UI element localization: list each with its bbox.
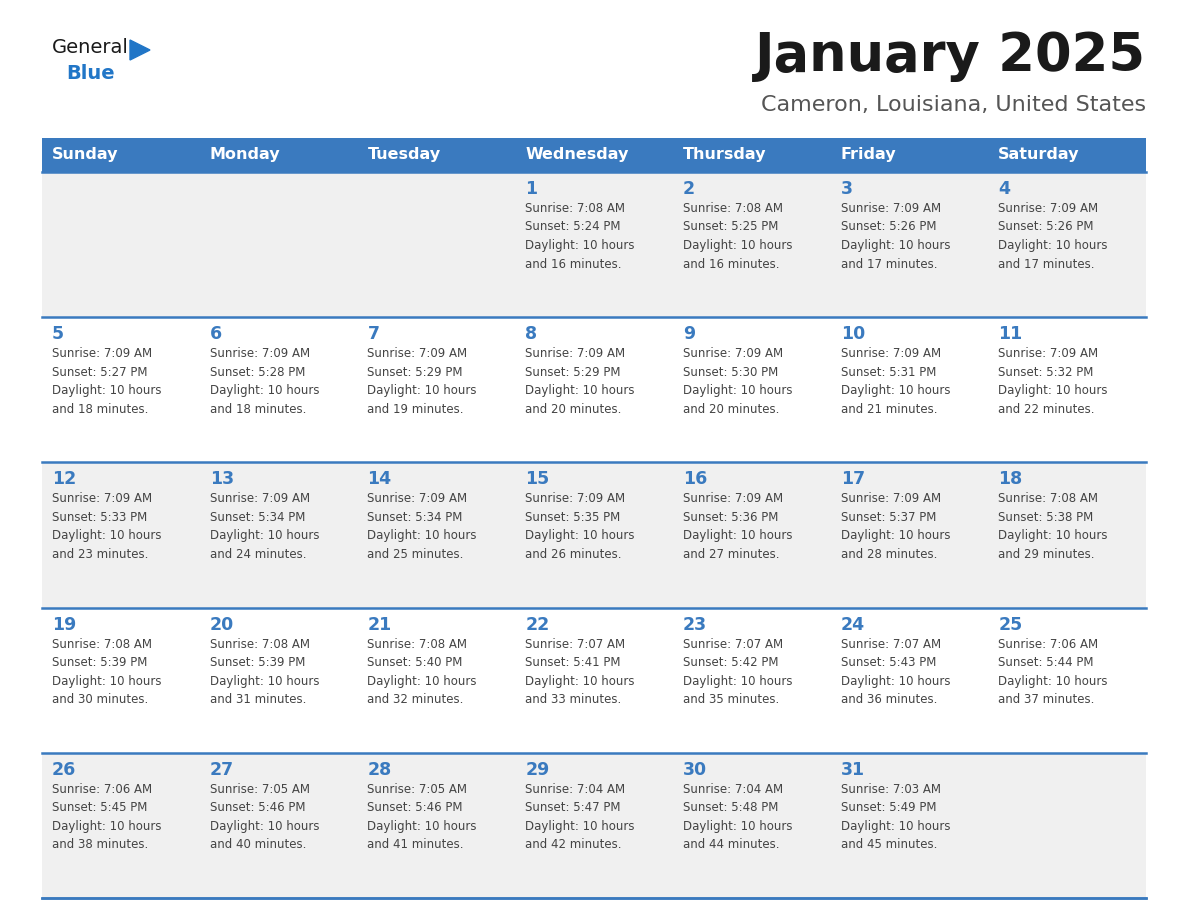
Bar [42, 753, 1146, 898]
Text: 8: 8 [525, 325, 537, 343]
Text: 26: 26 [52, 761, 76, 778]
Text: 21: 21 [367, 616, 392, 633]
Text: 27: 27 [210, 761, 234, 778]
Bar [42, 172, 1146, 318]
Text: Wednesday: Wednesday [525, 148, 628, 162]
Text: Sunrise: 7:09 AM
Sunset: 5:26 PM
Daylight: 10 hours
and 17 minutes.: Sunrise: 7:09 AM Sunset: 5:26 PM Dayligh… [998, 202, 1107, 271]
Text: 11: 11 [998, 325, 1023, 343]
Text: Friday: Friday [841, 148, 896, 162]
Text: Thursday: Thursday [683, 148, 766, 162]
Text: Saturday: Saturday [998, 148, 1080, 162]
Text: 10: 10 [841, 325, 865, 343]
Text: Sunrise: 7:04 AM
Sunset: 5:48 PM
Daylight: 10 hours
and 44 minutes.: Sunrise: 7:04 AM Sunset: 5:48 PM Dayligh… [683, 783, 792, 851]
Bar [42, 608, 1146, 753]
Text: 6: 6 [210, 325, 222, 343]
Text: 17: 17 [841, 470, 865, 488]
Text: Sunrise: 7:09 AM
Sunset: 5:29 PM
Daylight: 10 hours
and 20 minutes.: Sunrise: 7:09 AM Sunset: 5:29 PM Dayligh… [525, 347, 634, 416]
Text: Sunrise: 7:08 AM
Sunset: 5:40 PM
Daylight: 10 hours
and 32 minutes.: Sunrise: 7:08 AM Sunset: 5:40 PM Dayligh… [367, 638, 476, 706]
Text: 16: 16 [683, 470, 707, 488]
Text: 4: 4 [998, 180, 1010, 198]
Text: 2: 2 [683, 180, 695, 198]
Bar [42, 138, 200, 172]
Text: Sunrise: 7:07 AM
Sunset: 5:41 PM
Daylight: 10 hours
and 33 minutes.: Sunrise: 7:07 AM Sunset: 5:41 PM Dayligh… [525, 638, 634, 706]
Text: Sunrise: 7:08 AM
Sunset: 5:24 PM
Daylight: 10 hours
and 16 minutes.: Sunrise: 7:08 AM Sunset: 5:24 PM Dayligh… [525, 202, 634, 271]
Text: Sunrise: 7:08 AM
Sunset: 5:39 PM
Daylight: 10 hours
and 31 minutes.: Sunrise: 7:08 AM Sunset: 5:39 PM Dayligh… [210, 638, 320, 706]
Text: Sunrise: 7:04 AM
Sunset: 5:47 PM
Daylight: 10 hours
and 42 minutes.: Sunrise: 7:04 AM Sunset: 5:47 PM Dayligh… [525, 783, 634, 851]
Text: Sunrise: 7:08 AM
Sunset: 5:38 PM
Daylight: 10 hours
and 29 minutes.: Sunrise: 7:08 AM Sunset: 5:38 PM Dayligh… [998, 492, 1107, 561]
Text: January 2025: January 2025 [756, 30, 1146, 82]
Text: Sunrise: 7:09 AM
Sunset: 5:34 PM
Daylight: 10 hours
and 24 minutes.: Sunrise: 7:09 AM Sunset: 5:34 PM Dayligh… [210, 492, 320, 561]
Bar [988, 138, 1146, 172]
Text: 14: 14 [367, 470, 392, 488]
Text: Tuesday: Tuesday [367, 148, 441, 162]
Text: 19: 19 [52, 616, 76, 633]
Text: Sunrise: 7:09 AM
Sunset: 5:26 PM
Daylight: 10 hours
and 17 minutes.: Sunrise: 7:09 AM Sunset: 5:26 PM Dayligh… [841, 202, 950, 271]
Text: Sunrise: 7:05 AM
Sunset: 5:46 PM
Daylight: 10 hours
and 40 minutes.: Sunrise: 7:05 AM Sunset: 5:46 PM Dayligh… [210, 783, 320, 851]
Text: Sunrise: 7:09 AM
Sunset: 5:31 PM
Daylight: 10 hours
and 21 minutes.: Sunrise: 7:09 AM Sunset: 5:31 PM Dayligh… [841, 347, 950, 416]
Text: Cameron, Louisiana, United States: Cameron, Louisiana, United States [760, 95, 1146, 115]
Text: Sunrise: 7:09 AM
Sunset: 5:37 PM
Daylight: 10 hours
and 28 minutes.: Sunrise: 7:09 AM Sunset: 5:37 PM Dayligh… [841, 492, 950, 561]
Bar [42, 318, 1146, 463]
Text: Monday: Monday [210, 148, 280, 162]
Text: Sunrise: 7:03 AM
Sunset: 5:49 PM
Daylight: 10 hours
and 45 minutes.: Sunrise: 7:03 AM Sunset: 5:49 PM Dayligh… [841, 783, 950, 851]
Text: Sunrise: 7:05 AM
Sunset: 5:46 PM
Daylight: 10 hours
and 41 minutes.: Sunrise: 7:05 AM Sunset: 5:46 PM Dayligh… [367, 783, 476, 851]
Text: 24: 24 [841, 616, 865, 633]
Text: 12: 12 [52, 470, 76, 488]
Bar [516, 138, 672, 172]
Text: 18: 18 [998, 470, 1023, 488]
Bar [358, 138, 516, 172]
Text: 22: 22 [525, 616, 549, 633]
Text: Sunrise: 7:06 AM
Sunset: 5:45 PM
Daylight: 10 hours
and 38 minutes.: Sunrise: 7:06 AM Sunset: 5:45 PM Dayligh… [52, 783, 162, 851]
Text: Sunrise: 7:09 AM
Sunset: 5:29 PM
Daylight: 10 hours
and 19 minutes.: Sunrise: 7:09 AM Sunset: 5:29 PM Dayligh… [367, 347, 476, 416]
Bar [200, 138, 358, 172]
Text: 5: 5 [52, 325, 64, 343]
Text: Sunrise: 7:09 AM
Sunset: 5:27 PM
Daylight: 10 hours
and 18 minutes.: Sunrise: 7:09 AM Sunset: 5:27 PM Dayligh… [52, 347, 162, 416]
Text: Sunrise: 7:06 AM
Sunset: 5:44 PM
Daylight: 10 hours
and 37 minutes.: Sunrise: 7:06 AM Sunset: 5:44 PM Dayligh… [998, 638, 1107, 706]
Text: Sunday: Sunday [52, 148, 119, 162]
Text: Sunrise: 7:08 AM
Sunset: 5:39 PM
Daylight: 10 hours
and 30 minutes.: Sunrise: 7:08 AM Sunset: 5:39 PM Dayligh… [52, 638, 162, 706]
Text: 23: 23 [683, 616, 707, 633]
Text: 15: 15 [525, 470, 549, 488]
Text: 1: 1 [525, 180, 537, 198]
Bar [42, 463, 1146, 608]
Text: 13: 13 [210, 470, 234, 488]
Text: Sunrise: 7:09 AM
Sunset: 5:36 PM
Daylight: 10 hours
and 27 minutes.: Sunrise: 7:09 AM Sunset: 5:36 PM Dayligh… [683, 492, 792, 561]
Text: 7: 7 [367, 325, 379, 343]
Bar [830, 138, 988, 172]
Text: Sunrise: 7:09 AM
Sunset: 5:28 PM
Daylight: 10 hours
and 18 minutes.: Sunrise: 7:09 AM Sunset: 5:28 PM Dayligh… [210, 347, 320, 416]
Text: 9: 9 [683, 325, 695, 343]
Polygon shape [129, 40, 150, 60]
Text: Sunrise: 7:08 AM
Sunset: 5:25 PM
Daylight: 10 hours
and 16 minutes.: Sunrise: 7:08 AM Sunset: 5:25 PM Dayligh… [683, 202, 792, 271]
Text: Sunrise: 7:07 AM
Sunset: 5:43 PM
Daylight: 10 hours
and 36 minutes.: Sunrise: 7:07 AM Sunset: 5:43 PM Dayligh… [841, 638, 950, 706]
Text: 3: 3 [841, 180, 853, 198]
Text: 29: 29 [525, 761, 549, 778]
Text: Sunrise: 7:09 AM
Sunset: 5:35 PM
Daylight: 10 hours
and 26 minutes.: Sunrise: 7:09 AM Sunset: 5:35 PM Dayligh… [525, 492, 634, 561]
Text: Blue: Blue [67, 64, 114, 83]
Text: 20: 20 [210, 616, 234, 633]
Bar [672, 138, 830, 172]
Text: 25: 25 [998, 616, 1023, 633]
Text: Sunrise: 7:09 AM
Sunset: 5:34 PM
Daylight: 10 hours
and 25 minutes.: Sunrise: 7:09 AM Sunset: 5:34 PM Dayligh… [367, 492, 476, 561]
Text: Sunrise: 7:09 AM
Sunset: 5:32 PM
Daylight: 10 hours
and 22 minutes.: Sunrise: 7:09 AM Sunset: 5:32 PM Dayligh… [998, 347, 1107, 416]
Text: Sunrise: 7:09 AM
Sunset: 5:30 PM
Daylight: 10 hours
and 20 minutes.: Sunrise: 7:09 AM Sunset: 5:30 PM Dayligh… [683, 347, 792, 416]
Text: 31: 31 [841, 761, 865, 778]
Text: Sunrise: 7:09 AM
Sunset: 5:33 PM
Daylight: 10 hours
and 23 minutes.: Sunrise: 7:09 AM Sunset: 5:33 PM Dayligh… [52, 492, 162, 561]
Text: 30: 30 [683, 761, 707, 778]
Text: Sunrise: 7:07 AM
Sunset: 5:42 PM
Daylight: 10 hours
and 35 minutes.: Sunrise: 7:07 AM Sunset: 5:42 PM Dayligh… [683, 638, 792, 706]
Text: General: General [52, 38, 128, 57]
Text: 28: 28 [367, 761, 392, 778]
